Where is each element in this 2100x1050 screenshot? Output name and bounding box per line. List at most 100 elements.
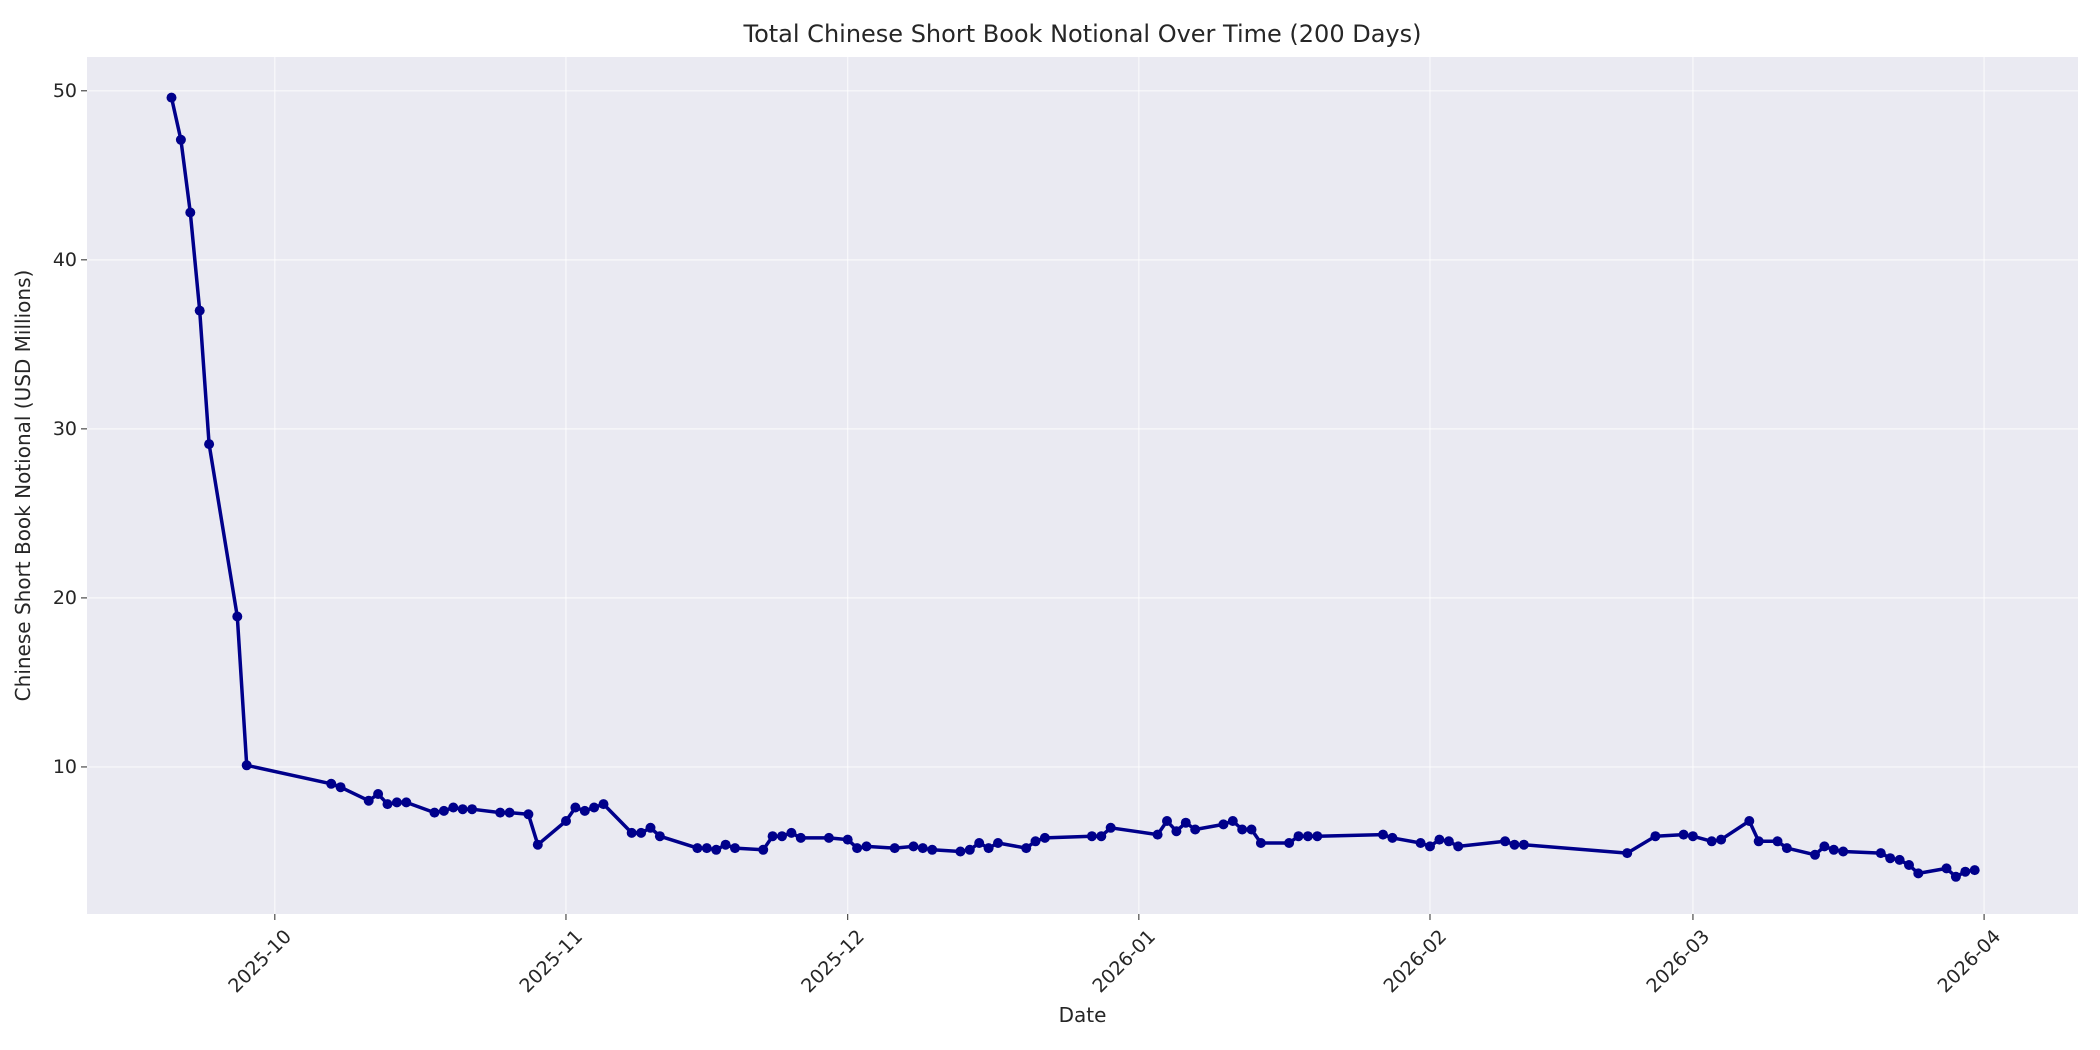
- data-point: [1086, 831, 1097, 842]
- data-point: [720, 839, 731, 850]
- data-point: [185, 207, 196, 218]
- data-point: [1218, 819, 1229, 830]
- data-point: [241, 760, 252, 771]
- plot-area: [87, 57, 2078, 914]
- data-point: [908, 841, 919, 852]
- data-point: [654, 831, 665, 842]
- data-point: [701, 843, 712, 854]
- data-point: [589, 802, 600, 813]
- data-point: [1227, 816, 1238, 826]
- data-point: [561, 816, 571, 826]
- data-point: [1180, 817, 1191, 828]
- x-axis-ticks: 2025-10 2025-11 2025-12 2026-01 2026-02 2026-…: [224, 914, 2005, 997]
- x-tick-label: 2026-02: [1379, 926, 1451, 998]
- x-tick-label: 2026-01: [1088, 926, 1160, 998]
- data-point: [326, 778, 337, 789]
- data-point: [166, 92, 177, 103]
- x-axis-title: Date: [1059, 1003, 1107, 1027]
- data-point: [1105, 822, 1116, 833]
- data-point: [1171, 826, 1182, 837]
- data-point: [777, 831, 787, 842]
- data-point: [1030, 836, 1041, 847]
- data-point: [1941, 863, 1952, 874]
- data-point: [983, 843, 994, 854]
- grid-lines: [87, 57, 2078, 914]
- data-point: [993, 838, 1003, 848]
- data-point: [598, 799, 609, 810]
- data-point: [626, 827, 637, 838]
- data-point: [1500, 836, 1511, 847]
- data-point: [1894, 854, 1905, 865]
- data-point: [438, 805, 449, 816]
- data-point: [861, 841, 872, 852]
- data-points: [166, 92, 1980, 882]
- data-point: [1753, 836, 1764, 847]
- data-point: [457, 804, 468, 815]
- data-point: [1744, 816, 1755, 826]
- data-point: [1312, 831, 1323, 842]
- x-tick-label: 2025-10: [224, 926, 296, 998]
- data-point: [1387, 832, 1398, 843]
- data-point: [1302, 831, 1313, 842]
- data-point: [711, 844, 722, 855]
- data-point: [232, 611, 243, 622]
- data-point: [1650, 831, 1661, 842]
- data-point: [1904, 860, 1914, 870]
- data-point: [1509, 839, 1520, 850]
- data-point: [1678, 829, 1689, 840]
- data-point: [758, 844, 769, 855]
- y-tick-label: 10: [53, 756, 77, 778]
- data-point: [786, 827, 797, 838]
- data-point: [1453, 841, 1464, 852]
- data-point: [636, 827, 647, 838]
- data-point: [917, 843, 928, 854]
- data-point: [767, 831, 778, 842]
- y-axis-title: Chinese Short Book Notional (USD Million…: [11, 270, 35, 702]
- data-point: [448, 802, 459, 813]
- data-point: [467, 804, 478, 815]
- data-point: [204, 439, 215, 450]
- data-point: [1913, 868, 1924, 879]
- data-point: [955, 846, 966, 857]
- data-point: [889, 843, 900, 854]
- chart-title: Total Chinese Short Book Notional Over T…: [743, 20, 1422, 48]
- y-tick-label: 50: [53, 80, 77, 102]
- data-point: [1378, 829, 1388, 840]
- data-point: [1950, 871, 1961, 882]
- x-tick-label: 2025-11: [515, 926, 587, 998]
- data-point: [1518, 839, 1529, 850]
- data-point: [363, 795, 374, 806]
- data-point: [1819, 841, 1830, 852]
- data-point: [1152, 829, 1163, 840]
- data-point: [1885, 853, 1896, 864]
- data-point: [1960, 866, 1971, 877]
- data-point: [1687, 831, 1698, 842]
- data-point: [1162, 816, 1172, 826]
- data-point: [1772, 836, 1783, 847]
- data-point: [1434, 834, 1445, 845]
- data-point: [1828, 844, 1839, 855]
- data-point: [1237, 824, 1248, 835]
- data-point: [523, 809, 534, 820]
- data-point: [974, 838, 985, 848]
- data-point: [1415, 838, 1426, 848]
- data-point: [382, 799, 393, 810]
- data-point: [842, 834, 853, 845]
- data-point: [1190, 824, 1201, 835]
- data-point: [1706, 836, 1717, 847]
- data-point: [1039, 832, 1050, 843]
- data-point: [1838, 846, 1849, 857]
- data-point: [570, 802, 581, 813]
- x-tick-label: 2026-04: [1934, 926, 2006, 998]
- data-point: [1875, 848, 1886, 859]
- data-point: [823, 832, 834, 843]
- data-point: [1246, 824, 1257, 835]
- data-point: [964, 844, 975, 855]
- data-point: [1781, 843, 1792, 854]
- data-point: [504, 807, 515, 818]
- data-point: [373, 789, 384, 799]
- data-point: [1622, 848, 1633, 859]
- data-point: [391, 797, 402, 808]
- data-point: [1969, 865, 1980, 876]
